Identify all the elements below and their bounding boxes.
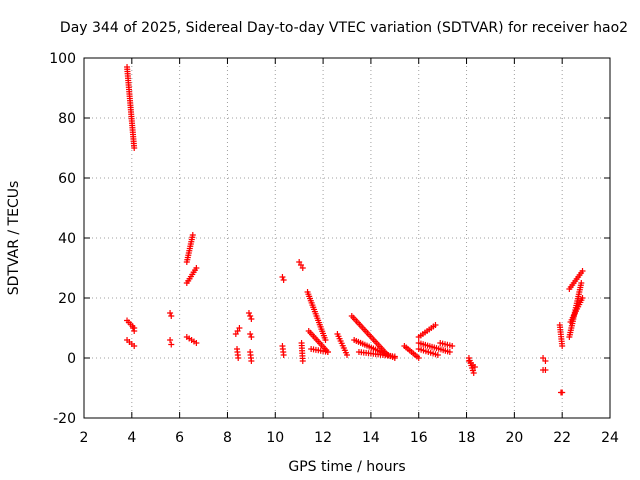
data-point (559, 389, 566, 396)
grid-lines (84, 58, 610, 418)
x-tick-label: 18 (458, 430, 476, 446)
data-point (247, 331, 254, 337)
data-point (193, 265, 200, 271)
data-point (236, 325, 243, 331)
data-point (167, 310, 174, 316)
chart-title: Day 344 of 2025, Sidereal Day-to-day VTE… (60, 20, 628, 36)
data-point (235, 355, 242, 361)
data-point (189, 232, 196, 238)
x-tick-label: 10 (266, 430, 284, 446)
y-tick-label: 100 (49, 51, 76, 67)
data-point (131, 328, 138, 334)
data-point (391, 353, 398, 360)
data-point (299, 265, 306, 271)
data-point (449, 343, 456, 349)
data-point (415, 355, 422, 361)
data-point (245, 310, 252, 316)
data-point (168, 341, 175, 348)
data-point (322, 337, 329, 343)
data-point (434, 352, 441, 358)
y-tick-label: 40 (58, 231, 76, 247)
x-tick-label: 6 (175, 430, 184, 446)
data-point (299, 358, 306, 364)
data-point (470, 370, 477, 376)
data-point (248, 334, 255, 340)
data-point (279, 274, 286, 280)
data-point (248, 316, 255, 322)
data-point (471, 364, 478, 370)
data-point (193, 340, 200, 346)
x-tick-label: 16 (410, 430, 428, 446)
data-point (446, 349, 453, 355)
data-points (124, 64, 586, 396)
data-point (131, 343, 138, 349)
data-point (579, 295, 586, 301)
x-tick-label: 4 (127, 430, 136, 446)
x-tick-label: 8 (223, 430, 232, 446)
y-tick-label: 0 (67, 351, 76, 367)
x-tick-label: 22 (553, 430, 571, 446)
data-point (130, 325, 137, 331)
data-point (542, 367, 549, 373)
x-axis-label: GPS time / hours (288, 459, 405, 475)
y-tick-label: 80 (58, 111, 76, 127)
data-point (344, 352, 350, 358)
data-point (247, 313, 254, 319)
y-tick-label: 60 (58, 171, 76, 187)
data-point (432, 322, 439, 328)
data-point (167, 337, 174, 343)
data-point (280, 277, 287, 283)
data-point (578, 280, 585, 286)
x-tick-label: 12 (314, 430, 332, 446)
data-point (559, 343, 566, 349)
x-tick-label: 2 (80, 430, 89, 446)
x-tick-label: 14 (362, 430, 380, 446)
data-point (280, 352, 287, 358)
data-point (131, 145, 138, 151)
y-tick-label: 20 (58, 291, 76, 307)
data-point (168, 313, 175, 319)
x-tick-label: 24 (601, 430, 619, 446)
y-tick-label: -20 (53, 411, 76, 427)
data-point (248, 358, 255, 364)
x-tick-label: 20 (505, 430, 523, 446)
data-point (542, 358, 549, 364)
data-point (579, 268, 586, 274)
y-axis-label: SDTVAR / TECUs (6, 181, 22, 296)
data-point (324, 349, 331, 355)
